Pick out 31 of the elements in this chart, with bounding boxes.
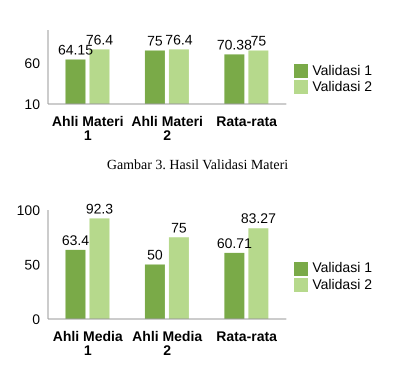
legend-label: Validasi 1 xyxy=(312,259,372,276)
x-tick-label: Ahli Media 1 xyxy=(52,328,123,358)
data-label: 76.4 xyxy=(165,31,193,48)
data-label: 75 xyxy=(250,32,266,49)
x-tick-label: Ahli Media 2 xyxy=(132,328,202,358)
data-label: 60.71 xyxy=(216,234,252,251)
bar xyxy=(65,250,86,319)
bar xyxy=(144,264,165,319)
y-tick-label: 50 xyxy=(24,256,40,272)
x-tick-label: Ahli Materi 1 xyxy=(52,112,124,143)
bar xyxy=(224,252,244,319)
data-label: 70.38 xyxy=(216,36,252,52)
y-tick-label: 10 xyxy=(24,96,40,112)
x-tick-label: Rata-rata xyxy=(216,328,278,344)
text: Gambar 3. Hasil Validasi Materi xyxy=(106,158,290,174)
data-label: 92.3 xyxy=(86,200,114,216)
legend-label: Validasi 2 xyxy=(312,78,372,94)
data-label: 75 xyxy=(147,32,163,49)
data-label: 75 xyxy=(171,219,187,236)
data-label: 63.4 xyxy=(62,232,90,248)
legend-label: Validasi 1 xyxy=(312,62,372,78)
legend-label: Validasi 2 xyxy=(312,276,372,292)
x-tick-label: Rata-rata xyxy=(216,112,278,129)
bar xyxy=(168,237,189,319)
y-tick-label: 0 xyxy=(32,310,40,327)
y-tick-label: 60 xyxy=(24,54,40,71)
data-label: 83.27 xyxy=(240,210,276,226)
bar xyxy=(89,218,110,319)
x-tick-label: Ahli Materi 2 xyxy=(131,112,203,143)
y-tick-label: 100 xyxy=(16,202,40,218)
data-label: 50 xyxy=(147,246,163,262)
